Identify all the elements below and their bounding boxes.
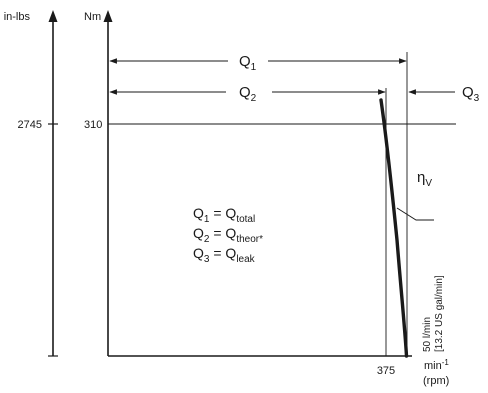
- legend-row-total: Q1 = Qtotal: [193, 205, 255, 225]
- legend-row-leak: Q3 = Qleak: [193, 245, 256, 265]
- q2-label: Q2: [239, 84, 257, 104]
- nm-axis-unit-label: Nm: [84, 11, 101, 23]
- efficiency-curve: [379, 98, 409, 358]
- eta-v-label: ηV: [417, 169, 432, 189]
- legend-row-theor: Q2 = Qtheor*: [193, 225, 263, 245]
- x-axis-unit-label: min-1: [424, 358, 449, 372]
- flow-legend: Q1 = Qtotal Q2 = Qtheor* Q3 = Qleak: [193, 205, 263, 265]
- q1-label: Q1: [239, 53, 257, 73]
- leak-note: 50 l/min [13.2 US gal/min]: [422, 275, 445, 352]
- x-axis-tick-label: 375: [377, 365, 395, 377]
- left-axis-arrowhead: [48, 10, 58, 22]
- q3-label: Q3: [462, 84, 480, 104]
- left-axis-tick-label: 2745: [18, 119, 42, 131]
- nm-axis-arrowhead: [103, 10, 113, 22]
- x-axis-unit-alt: (rpm): [423, 375, 449, 387]
- left-axis-unit-label: in-lbs: [4, 11, 31, 23]
- nm-axis-tick-label: 310: [84, 119, 102, 131]
- leak-leader-line: [396, 207, 434, 221]
